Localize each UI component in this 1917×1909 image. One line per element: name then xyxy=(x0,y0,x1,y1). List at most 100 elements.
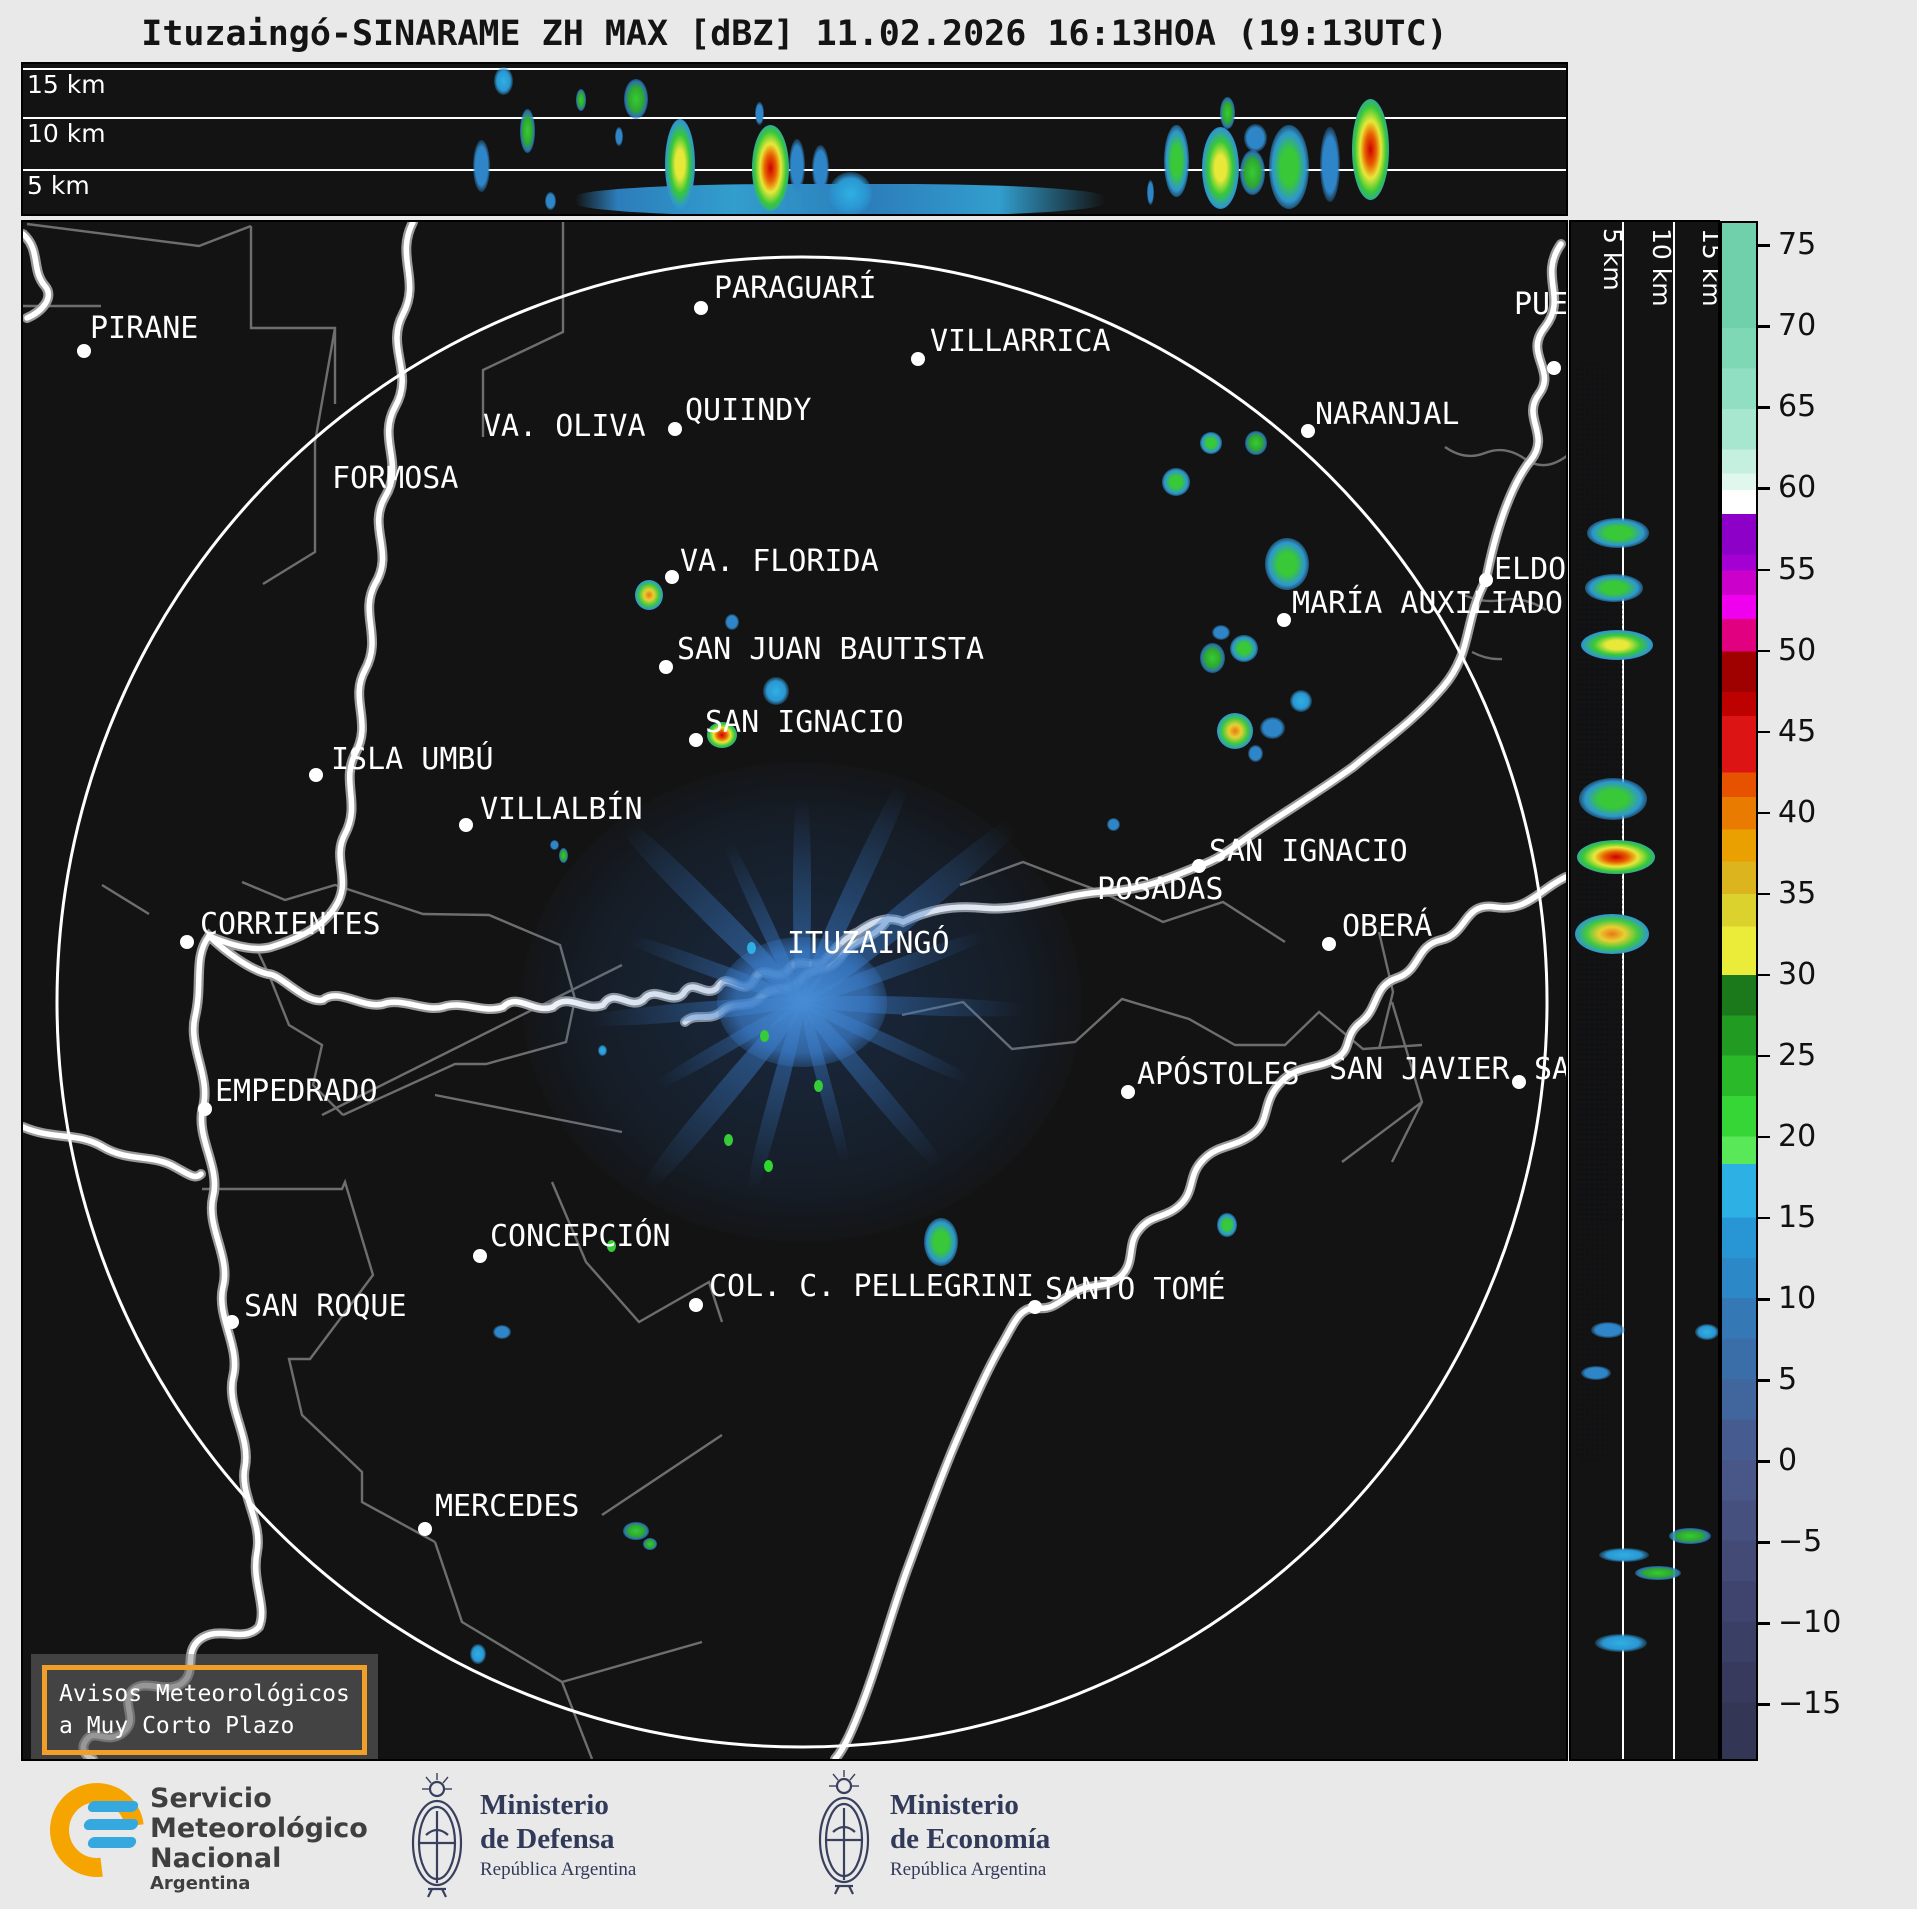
city-label: VILLALBÍN xyxy=(480,795,643,825)
echo-blob xyxy=(643,1538,657,1550)
city-label: EMPEDRADO xyxy=(215,1077,378,1107)
colorbar-tick xyxy=(1758,1379,1770,1382)
echo-blob xyxy=(812,145,829,192)
echo-blob xyxy=(473,140,490,192)
city-label: MERCEDES xyxy=(435,1492,580,1522)
side-cross-section-panel: 5 km10 km15 km xyxy=(1569,220,1720,1761)
altitude-line xyxy=(23,68,1566,70)
altitude-label: 5 km xyxy=(1600,228,1625,291)
colorbar-tick-label: 0 xyxy=(1778,1446,1797,1476)
colorbar-tick xyxy=(1758,1136,1770,1139)
echo-blob xyxy=(665,119,695,209)
echo-blob xyxy=(1585,574,1643,602)
city-label: APÓSTOLES xyxy=(1137,1060,1300,1090)
city-dot xyxy=(668,422,682,436)
smn-text-2: Meteorológico xyxy=(150,1815,368,1842)
city-dot xyxy=(77,344,91,358)
city-dot xyxy=(1277,613,1291,627)
city-label: ISLA UMBÚ xyxy=(331,745,494,775)
city-dot xyxy=(1512,1075,1526,1089)
city-label: FORMOSA xyxy=(332,464,458,494)
warning-line-2: a Muy Corto Plazo xyxy=(59,1710,350,1742)
city-label: OBERÁ xyxy=(1342,912,1432,942)
echo-blob xyxy=(1581,630,1653,660)
colorbar-tick-label: 70 xyxy=(1778,311,1816,341)
altitude-label: 5 km xyxy=(27,173,90,198)
colorbar-tick xyxy=(1758,650,1770,653)
colorbar-tick xyxy=(1758,1055,1770,1058)
echo-blob xyxy=(493,1325,511,1339)
city-label: ITUZAINGÓ xyxy=(787,929,950,959)
echo-blob xyxy=(470,1644,486,1664)
echo-blob xyxy=(1352,99,1389,200)
echo-blob xyxy=(1577,840,1655,874)
clutter-speck xyxy=(747,942,756,954)
colorbar-tick xyxy=(1758,487,1770,490)
city-label: SAN IGNACIO xyxy=(1209,837,1408,867)
echo-blob xyxy=(1202,127,1239,209)
city-dot xyxy=(225,1315,239,1329)
colorbar-tick xyxy=(1758,1217,1770,1220)
city-label: SAN JUAN BAUTISTA xyxy=(677,635,984,665)
city-label: CONCEPCIÓN xyxy=(490,1222,671,1252)
city-dot xyxy=(689,1298,703,1312)
echo-blob xyxy=(494,67,513,95)
defensa-text-1: Ministerio xyxy=(480,1791,609,1820)
city-label: VA. FLORIDA xyxy=(680,547,879,577)
echo-blob xyxy=(725,614,739,630)
echo-blob xyxy=(1579,778,1647,820)
echo-blob xyxy=(1320,127,1340,202)
city-label: POSADAS xyxy=(1097,875,1223,905)
echo-blob xyxy=(789,139,805,192)
echo-blob xyxy=(752,125,789,211)
colorbar-tick-label: 50 xyxy=(1778,636,1816,666)
city-dot xyxy=(473,1249,487,1263)
colorbar-tick xyxy=(1758,1622,1770,1625)
echo-blob xyxy=(1217,1213,1237,1237)
city-dot xyxy=(198,1102,212,1116)
city-dot xyxy=(459,818,473,832)
colorbar-tick-label: 75 xyxy=(1778,230,1816,260)
defensa-text-2: de Defensa xyxy=(480,1825,615,1854)
colorbar-tick-label: 45 xyxy=(1778,717,1816,747)
echo-blob xyxy=(1575,914,1649,954)
city-label: MARÍA AUXILIADO xyxy=(1292,589,1563,619)
echo-blob xyxy=(1599,1548,1649,1562)
echo-blob xyxy=(1217,713,1253,749)
colorbar-tick-label: 40 xyxy=(1778,798,1816,828)
echo-blob xyxy=(624,79,648,119)
city-dot xyxy=(694,301,708,315)
echo-blob xyxy=(1230,635,1258,662)
colorbar-tick-label: 30 xyxy=(1778,960,1816,990)
weather-warning-box[interactable]: Avisos Meteorológicos a Muy Corto Plazo xyxy=(31,1654,378,1761)
top-cross-section-panel: 15 km10 km5 km xyxy=(21,62,1568,216)
echo-blob xyxy=(1265,538,1309,590)
echo-blob xyxy=(755,102,764,125)
colorbar-tick-label: −10 xyxy=(1778,1608,1841,1638)
city-dot xyxy=(1192,859,1206,873)
coat-of-arms-economia-icon xyxy=(813,1768,875,1896)
footer: Servicio Meteorológico Nacional Argentin… xyxy=(0,1763,1917,1909)
echo-blob xyxy=(1147,180,1154,205)
echo-blob xyxy=(1669,1528,1711,1544)
colorbar-tick xyxy=(1758,1541,1770,1544)
clutter-speck xyxy=(724,1134,733,1146)
echo-blob xyxy=(1244,124,1267,152)
colorbar-tick xyxy=(1758,569,1770,572)
echo-blob xyxy=(1587,518,1649,548)
echo-blob xyxy=(1260,717,1285,739)
city-label: PUE xyxy=(1514,290,1568,320)
echo-blob xyxy=(550,840,559,850)
colorbar-tick xyxy=(1758,812,1770,815)
colorbar-tick xyxy=(1758,974,1770,977)
city-dot xyxy=(665,570,679,584)
echo-blob xyxy=(1635,1566,1681,1580)
city-dot xyxy=(1121,1085,1135,1099)
city-label: VA. OLIVA xyxy=(483,412,646,442)
echo-blob xyxy=(1245,431,1267,455)
echo-blob xyxy=(559,848,568,863)
smn-text-3: Nacional xyxy=(150,1845,281,1872)
radar-screenshot: { "title": "Ituzaingó-SINARAME ZH MAX [d… xyxy=(0,0,1917,1909)
colorbar-tick-label: 20 xyxy=(1778,1122,1816,1152)
colorbar-tick-label: 35 xyxy=(1778,879,1816,909)
